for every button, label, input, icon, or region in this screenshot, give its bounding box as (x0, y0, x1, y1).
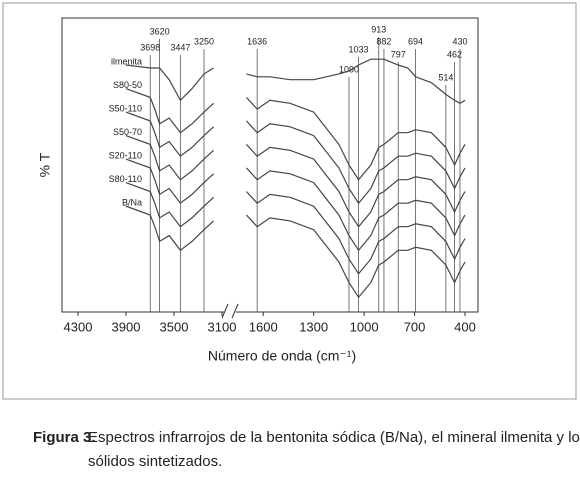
caption-text: Espectros infrarrojos de la bentonita só… (88, 429, 580, 446)
x-tick-label: 1000 (350, 319, 379, 334)
series-label: S50-110 (109, 103, 142, 113)
reference-label: 797 (391, 49, 406, 59)
reference-label: 1033 (349, 44, 369, 54)
series-label: B/Na (122, 198, 142, 208)
series-label: S20-110 (109, 150, 142, 160)
plot: 4300 3900 3500 3100 1600 1300 1000 700 400 3698 36… (64, 24, 476, 334)
x-tick-label: 1300 (299, 319, 328, 334)
reference-label: 3698 (140, 42, 160, 52)
spectrum-line (245, 96, 466, 181)
spectrum-line (125, 182, 215, 228)
reference-label: 514 (438, 72, 453, 82)
spectrum-line (125, 111, 215, 158)
axis-break-mark (231, 303, 239, 319)
spectrum-line (245, 214, 466, 299)
reference-label: 430 (452, 36, 467, 46)
x-tick-label: 400 (454, 319, 476, 334)
spectrum-line (125, 88, 215, 134)
series-label: S50-70 (113, 127, 142, 137)
reference-label: 3447 (170, 42, 190, 52)
series-label: S80-110 (109, 174, 142, 184)
figure-frame (2, 2, 577, 400)
reference-label: 462 (447, 49, 462, 59)
reference-label: 694 (408, 36, 423, 46)
x-tick-label: 4300 (64, 319, 93, 334)
spectrum-line (245, 143, 466, 228)
spectrum-line (245, 191, 466, 275)
series-label: S80-50 (113, 80, 142, 90)
spectrum-line (125, 158, 215, 205)
spectrum-line (125, 205, 215, 252)
reference-label: 3620 (150, 26, 170, 36)
reference-label: 1090 (339, 64, 359, 74)
x-tick-label: 3100 (208, 319, 237, 334)
spectrum-line (246, 58, 466, 104)
axis-break-mark (221, 303, 229, 319)
axis-break-gap (224, 306, 236, 316)
caption-text: sólidos sintetizados. (88, 453, 222, 470)
spectrum-line (245, 167, 466, 252)
reference-label: 1636 (247, 36, 267, 46)
x-tick-label: 3500 (160, 319, 189, 334)
x-axis-label: Número de onda (cm⁻¹) (208, 348, 356, 364)
spectrum-line (125, 64, 214, 102)
reference-label: 913 (371, 24, 386, 34)
x-tick-label: 1600 (249, 319, 278, 334)
caption-label: Figura 3. (33, 429, 96, 446)
plot-frame (61, 17, 479, 313)
reference-label: 3250 (194, 36, 214, 46)
spectrum-line (245, 120, 466, 205)
spectrum-line (125, 135, 215, 181)
y-axis-label: % T (37, 152, 53, 177)
series-label: ilmenita (111, 56, 142, 66)
reference-label: 882 (376, 36, 391, 46)
x-tick-label: 3900 (112, 319, 141, 334)
x-tick-label: 700 (404, 319, 426, 334)
